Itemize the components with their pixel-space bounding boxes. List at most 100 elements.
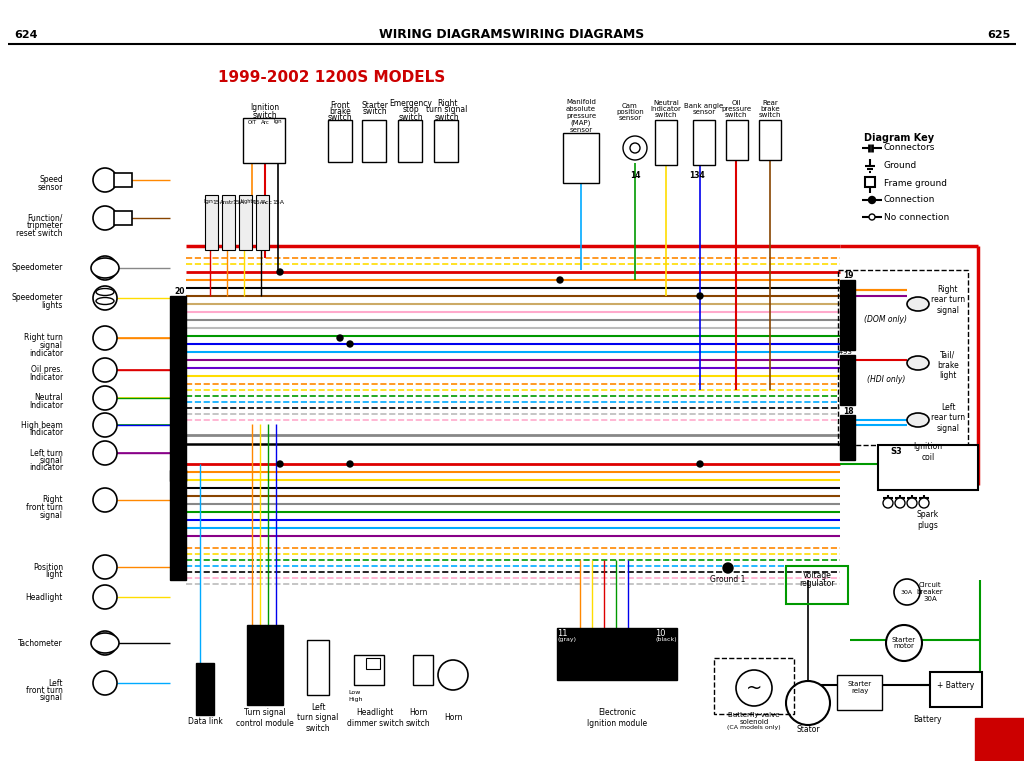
Text: Left
turn signal
switch: Left turn signal switch	[297, 703, 339, 733]
Circle shape	[894, 579, 920, 605]
Bar	[413, 655, 433, 685]
Text: (DOM only): (DOM only)	[864, 316, 907, 324]
Circle shape	[93, 441, 117, 465]
Text: Rear: Rear	[762, 100, 778, 106]
Text: sensor: sensor	[618, 115, 642, 121]
Circle shape	[725, 565, 731, 571]
Text: (gray): (gray)	[557, 638, 575, 642]
Bar	[563, 133, 599, 183]
Text: Headlight: Headlight	[26, 593, 63, 601]
Circle shape	[347, 341, 353, 347]
Bar	[557, 628, 677, 680]
Text: 1999-2002 1200S MODELS: 1999-2002 1200S MODELS	[218, 71, 445, 85]
Bar	[759, 120, 781, 160]
Text: turn signal: turn signal	[426, 106, 468, 114]
Circle shape	[93, 286, 117, 310]
Text: switch: switch	[398, 113, 423, 122]
Bar	[838, 270, 968, 445]
Text: Right: Right	[43, 495, 63, 505]
Text: front turn: front turn	[27, 686, 63, 695]
Bar	[714, 658, 794, 714]
Text: Left: Left	[48, 679, 63, 687]
Text: switch: switch	[725, 112, 748, 118]
Text: Front: Front	[330, 101, 350, 110]
Text: Turn signal
control module: Turn signal control module	[237, 708, 294, 728]
Circle shape	[93, 413, 117, 437]
Text: Neutral: Neutral	[653, 100, 679, 106]
Text: Starter
relay: Starter relay	[848, 680, 872, 693]
Bar	[693, 120, 715, 165]
Text: switch: switch	[434, 113, 460, 122]
Circle shape	[93, 671, 117, 695]
Circle shape	[93, 168, 117, 192]
Ellipse shape	[96, 288, 114, 295]
Bar	[655, 120, 677, 165]
Circle shape	[886, 625, 922, 661]
Text: 10: 10	[655, 629, 666, 638]
Circle shape	[278, 269, 283, 275]
Text: 20: 20	[175, 288, 185, 297]
Text: Ground 1: Ground 1	[711, 575, 745, 584]
Text: Speedometer: Speedometer	[11, 294, 63, 303]
Text: indicator: indicator	[29, 463, 63, 473]
Text: 19: 19	[982, 729, 1017, 753]
Text: Arc: Arc	[260, 119, 269, 125]
Text: Horn: Horn	[443, 714, 462, 722]
Bar	[307, 640, 329, 695]
Text: Connection: Connection	[884, 196, 935, 205]
Bar	[265, 625, 283, 705]
Text: pressure: pressure	[566, 113, 596, 119]
Text: Lights: Lights	[241, 199, 255, 205]
Ellipse shape	[91, 258, 119, 278]
Text: signal: signal	[40, 511, 63, 520]
Bar	[196, 663, 214, 715]
Circle shape	[93, 256, 117, 280]
Bar	[170, 470, 186, 580]
Text: Data link: Data link	[187, 718, 222, 727]
Circle shape	[438, 660, 468, 690]
Text: 625: 625	[987, 30, 1010, 40]
Text: Electronic
Ignition module: Electronic Ignition module	[587, 708, 647, 728]
Text: brake: brake	[329, 107, 351, 116]
Text: 134: 134	[689, 170, 705, 180]
Bar	[247, 625, 265, 705]
Text: indicator: indicator	[29, 428, 63, 437]
Text: light: light	[46, 570, 63, 579]
Circle shape	[895, 498, 905, 508]
Text: 15A: 15A	[252, 199, 264, 205]
Text: Right turn: Right turn	[25, 333, 63, 342]
Bar	[328, 120, 352, 162]
Bar	[975, 718, 1024, 761]
Text: Starter
motor: Starter motor	[892, 636, 916, 649]
Bar	[840, 355, 855, 405]
Bar	[170, 296, 186, 481]
Text: Manifold: Manifold	[566, 99, 596, 105]
Text: switch: switch	[759, 112, 781, 118]
Circle shape	[93, 555, 117, 579]
Text: regulator: regulator	[800, 579, 835, 588]
Text: switch: switch	[328, 113, 352, 123]
Text: Butterfly valve
solenoid: Butterfly valve solenoid	[728, 712, 779, 724]
Text: 15A: 15A	[232, 199, 244, 205]
Ellipse shape	[91, 633, 119, 653]
Text: Spark
plugs: Spark plugs	[916, 511, 939, 530]
Text: Connectors: Connectors	[884, 144, 935, 152]
Circle shape	[93, 326, 117, 350]
Text: Indicator: Indicator	[29, 373, 63, 382]
Text: Right
rear turn
signal: Right rear turn signal	[931, 285, 965, 315]
Text: WIRING DIAGRAMSWIRING DIAGRAMS: WIRING DIAGRAMSWIRING DIAGRAMS	[379, 28, 645, 42]
Ellipse shape	[907, 297, 929, 311]
Text: OIT: OIT	[248, 119, 257, 125]
Text: Position: Position	[33, 562, 63, 572]
Ellipse shape	[907, 413, 929, 427]
Text: signal: signal	[40, 693, 63, 702]
Text: 624: 624	[14, 30, 38, 40]
Text: reset switch: reset switch	[16, 228, 63, 237]
Text: ~: ~	[745, 679, 762, 698]
Text: Indicator: Indicator	[650, 106, 681, 112]
Text: Horn
switch: Horn switch	[406, 708, 430, 728]
Circle shape	[93, 585, 117, 609]
Circle shape	[93, 386, 117, 410]
Text: Speedometer: Speedometer	[11, 263, 63, 272]
Text: switch: switch	[654, 112, 677, 118]
